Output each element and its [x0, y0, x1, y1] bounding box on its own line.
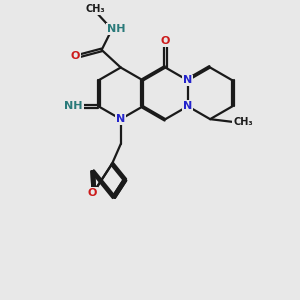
Text: O: O: [161, 36, 170, 46]
Text: O: O: [88, 188, 97, 198]
Text: O: O: [70, 51, 80, 61]
Text: N: N: [116, 114, 125, 124]
Text: N: N: [183, 101, 192, 111]
Text: CH₃: CH₃: [86, 4, 106, 14]
Text: NH: NH: [107, 24, 126, 34]
Text: CH₃: CH₃: [233, 117, 253, 127]
Text: N: N: [183, 75, 192, 85]
Text: NH: NH: [64, 101, 83, 111]
